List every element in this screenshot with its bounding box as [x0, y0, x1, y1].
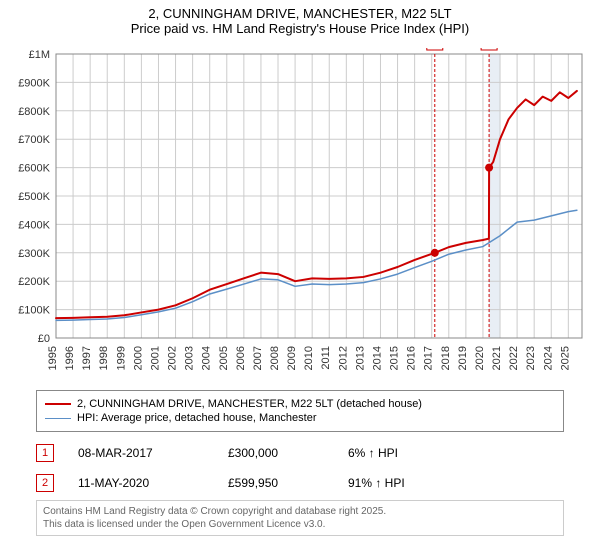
x-tick-label: 2008 — [269, 346, 281, 370]
x-tick-label: 2001 — [149, 346, 161, 370]
y-tick-label: £300K — [18, 248, 50, 260]
marker-price: £300,000 — [228, 446, 348, 460]
x-tick-label: 2006 — [235, 346, 247, 370]
x-tick-label: 2016 — [406, 346, 418, 370]
legend-item: HPI: Average price, detached house, Manc… — [45, 412, 555, 424]
event-marker-num: 1 — [432, 48, 438, 50]
x-tick-label: 2004 — [201, 346, 213, 370]
x-tick-label: 2005 — [218, 346, 230, 370]
attribution: Contains HM Land Registry data © Crown c… — [36, 500, 564, 536]
x-tick-label: 2010 — [303, 346, 315, 370]
y-tick-label: £1M — [29, 49, 50, 61]
data-point — [431, 249, 439, 257]
x-tick-label: 2000 — [132, 346, 144, 370]
x-tick-label: 1998 — [98, 346, 110, 370]
marker-row: 1 08-MAR-2017£300,0006% ↑ HPI — [36, 438, 564, 468]
y-tick-label: £0 — [38, 333, 50, 345]
x-tick-label: 1999 — [115, 346, 127, 370]
marker-num: 2 — [36, 474, 54, 492]
chart-area: £0 £100K £200K £300K £400K £500K £600K £700K £80… — [10, 48, 590, 378]
x-tick-label: 2015 — [389, 346, 401, 370]
x-tick-label: 2024 — [542, 346, 554, 370]
legend-label: 2, CUNNINGHAM DRIVE, MANCHESTER, M22 5LT… — [77, 398, 422, 410]
legend-swatch — [45, 403, 71, 405]
marker-date: 08-MAR-2017 — [78, 446, 228, 460]
x-tick-label: 2023 — [525, 346, 537, 370]
y-tick-label: £900K — [18, 77, 50, 89]
chart-title: 2, CUNNINGHAM DRIVE, MANCHESTER, M22 5LT… — [0, 0, 600, 36]
attribution-line1: Contains HM Land Registry data © Crown c… — [43, 505, 557, 518]
x-tick-label: 1997 — [81, 346, 93, 370]
marker-row: 2 11-MAY-2020£599,95091% ↑ HPI — [36, 468, 564, 498]
x-tick-label: 1996 — [64, 346, 76, 370]
y-tick-label: £600K — [18, 163, 50, 175]
y-tick-label: £500K — [18, 191, 50, 203]
x-tick-label: 2025 — [559, 346, 571, 370]
x-tick-label: 2007 — [252, 346, 264, 370]
data-point — [485, 164, 493, 172]
marker-pct: 91% ↑ HPI — [348, 476, 405, 490]
x-tick-label: 2022 — [508, 346, 520, 370]
x-tick-label: 2002 — [167, 346, 179, 370]
marker-date: 11-MAY-2020 — [78, 476, 228, 490]
marker-num: 1 — [36, 444, 54, 462]
y-tick-label: £200K — [18, 276, 50, 288]
legend-label: HPI: Average price, detached house, Manc… — [77, 412, 317, 424]
x-tick-label: 2009 — [286, 346, 298, 370]
x-tick-label: 2011 — [320, 346, 332, 370]
x-tick-label: 1995 — [47, 346, 59, 370]
line-chart: £0 £100K £200K £300K £400K £500K £600K £700K £80… — [10, 48, 590, 378]
x-tick-label: 2003 — [184, 346, 196, 370]
y-tick-label: £700K — [18, 134, 50, 146]
x-tick-label: 2020 — [474, 346, 486, 370]
event-marker-num: 2 — [486, 48, 492, 50]
x-tick-label: 2014 — [371, 346, 383, 370]
y-tick-label: £800K — [18, 106, 50, 118]
legend-item: 2, CUNNINGHAM DRIVE, MANCHESTER, M22 5LT… — [45, 398, 555, 410]
x-tick-label: 2017 — [423, 346, 435, 370]
x-tick-label: 2012 — [337, 346, 349, 370]
marker-pct: 6% ↑ HPI — [348, 446, 398, 460]
y-tick-label: £400K — [18, 219, 50, 231]
y-tick-label: £100K — [18, 305, 50, 317]
legend: 2, CUNNINGHAM DRIVE, MANCHESTER, M22 5LT… — [36, 390, 564, 432]
x-tick-label: 2018 — [440, 346, 452, 370]
x-tick-label: 2013 — [354, 346, 366, 370]
marker-table: 1 08-MAR-2017£300,0006% ↑ HPI 2 11-MAY-2020… — [36, 438, 564, 498]
legend-swatch — [45, 418, 71, 419]
attribution-line2: This data is licensed under the Open Gov… — [43, 518, 557, 531]
title-line2: Price paid vs. HM Land Registry's House … — [0, 21, 600, 36]
x-tick-label: 2019 — [457, 346, 469, 370]
title-line1: 2, CUNNINGHAM DRIVE, MANCHESTER, M22 5LT — [0, 6, 600, 21]
marker-price: £599,950 — [228, 476, 348, 490]
x-tick-label: 2021 — [491, 346, 503, 370]
